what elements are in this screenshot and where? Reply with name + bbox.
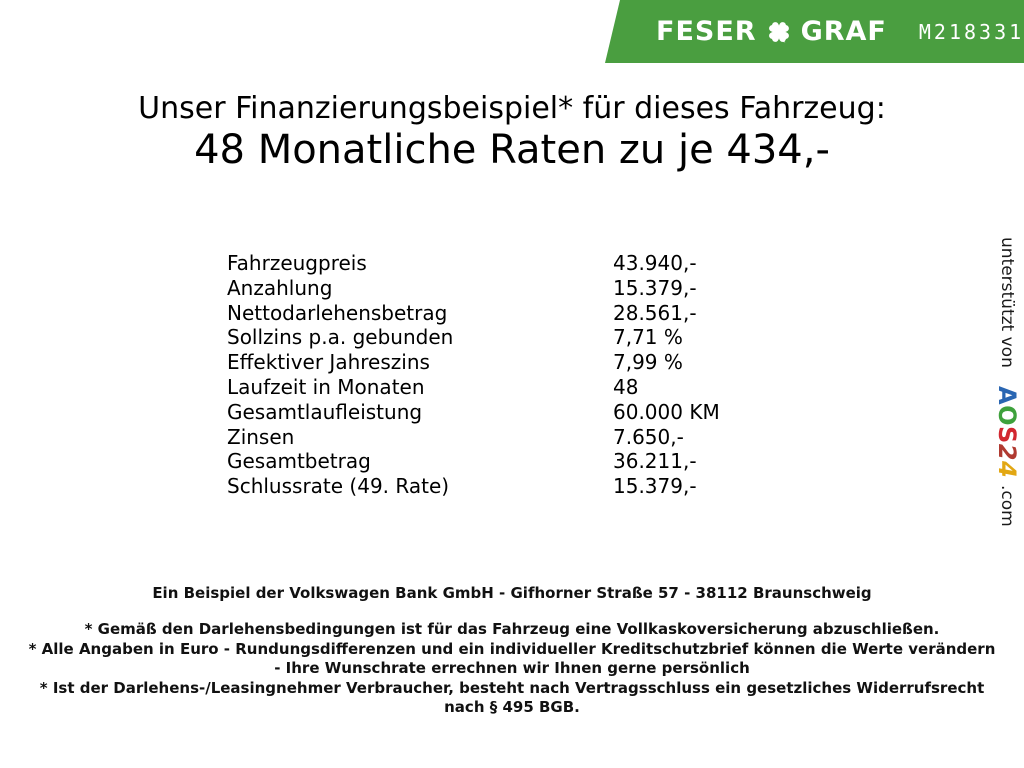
vehicle-id: M218331 [918,19,1024,44]
finance-value: 28.561,- [613,300,697,325]
finance-row: Fahrzeugpreis 43.940,- [227,251,720,276]
finance-label: Fahrzeugpreis [227,251,367,275]
aos24-letter: A [993,386,1021,406]
page-title: Unser Finanzierungsbeispiel* für dieses … [138,91,886,126]
finance-label: Schlussrate (49. Rate) [227,474,450,499]
aos24-logo: AOS24 [993,373,1021,478]
brand-banner-content: FESER GRAF M218331 [605,16,1024,48]
finance-row: Schlussrate (49. Rate) 15.379,- [227,474,720,499]
finance-label: Effektiver Jahreszins [227,350,430,375]
disclaimer-line: * Ist der Darlehens-/Leasingnehmer Verbr… [39,678,985,697]
finance-value: 36.211,- [613,449,697,474]
finance-label: Gesamtlaufleistung [227,399,423,424]
finance-label: Laufzeit in Monaten [227,374,425,399]
finance-row: Gesamtbetrag 36.211,- [227,449,720,474]
finance-value: 15.379,- [613,474,697,499]
aos24-letter: 2 [993,444,1021,462]
finance-value: 7,71 % [613,325,683,350]
disclaimer-block: * Gemäß den Darlehensbedingungen ist für… [0,620,1024,718]
finance-value: 7,99 % [613,350,683,375]
aos24-letter: 4 [993,461,1021,479]
disclaimer-line: nach § 495 BGB. [444,698,580,716]
finance-value: 7.650,- [613,424,684,449]
aos24-letter: O [993,405,1021,427]
finance-row: Anzahlung 15.379,- [227,276,720,301]
finance-label: Zinsen [227,424,295,449]
finance-row: Effektiver Jahreszins 7,99 % [227,350,720,375]
finance-label: Sollzins p.a. gebunden [227,325,454,350]
rate-headline: 48 Monatliche Raten zu je 434,- [194,127,830,173]
finance-label: Nettodarlehensbetrag [227,300,448,325]
finance-row: Sollzins p.a. gebunden 7,71 % [227,325,720,350]
aos24-letter: S [993,426,1021,445]
finance-value: 60.000 KM [613,399,720,424]
aos24-domain-suffix: .com [997,485,1017,528]
finance-value: 48 [613,374,639,399]
disclaimer-line: * Gemäß den Darlehensbedingungen ist für… [84,620,940,638]
finance-row: Nettodarlehensbetrag 28.561,- [227,301,720,326]
brand-banner: FESER GRAF M218331 [605,0,1024,63]
finance-table: Fahrzeugpreis 43.940,- Anzahlung 15.379,… [227,251,720,499]
finance-row: Gesamtlaufleistung 60.000 KM [227,400,720,425]
finance-label: Anzahlung [227,275,333,300]
finance-value: 15.379,- [613,275,697,300]
supported-by-credit: unterstützt von AOS24 .com [993,237,1021,537]
brand-name-right: GRAF [800,16,887,47]
supported-by-text: unterstützt von [997,237,1017,374]
finance-row: Zinsen 7.650,- [227,425,720,450]
finance-row: Laufzeit in Monaten 48 [227,375,720,400]
disclaimer-line: - Ihre Wunschrate errechnen wir Ihnen ge… [274,659,750,677]
disclaimer-line: * Alle Angaben in Euro - Rundungsdiffere… [28,639,996,658]
finance-value: 43.940,- [613,251,697,275]
finance-label: Gesamtbetrag [227,449,371,474]
bank-example-line: Ein Beispiel der Volkswagen Bank GmbH - … [152,584,872,602]
brand-name-left: FESER [656,16,757,47]
clover-icon [768,21,789,42]
